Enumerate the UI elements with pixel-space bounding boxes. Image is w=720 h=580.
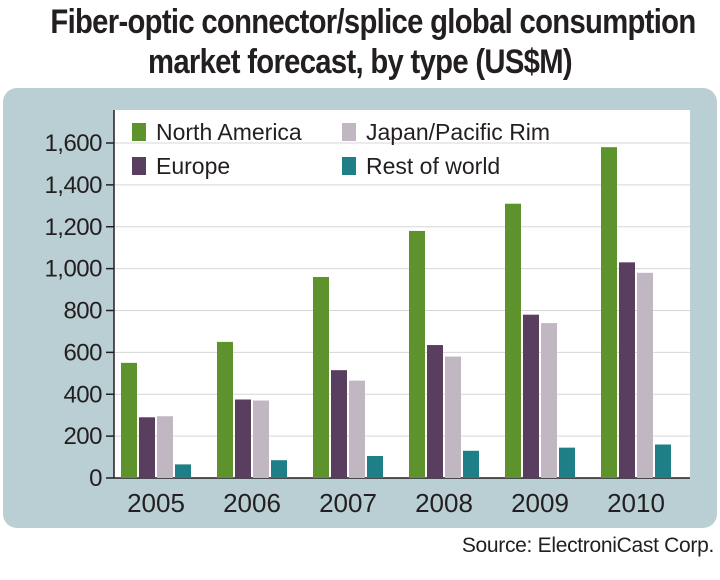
x-tick-label: 2006	[223, 488, 281, 518]
bar-europe-2005	[139, 417, 155, 478]
y-tick-label: 200	[63, 423, 102, 450]
legend-swatch	[342, 123, 356, 141]
bar-europe-2006	[235, 399, 251, 478]
chart-title-line-2: market forecast, by type (US$M)	[148, 43, 573, 81]
plot-area	[114, 110, 690, 478]
y-tick-label: 0	[89, 465, 102, 492]
bar-europe-2008	[427, 345, 443, 478]
x-tick-label: 2005	[127, 488, 185, 518]
legend-label: Europe	[156, 153, 230, 179]
bar-europe-2009	[523, 314, 539, 478]
y-tick-label: 1,000	[44, 256, 102, 283]
legend-swatch	[132, 157, 146, 175]
legend-label: Japan/Pacific Rim	[366, 119, 550, 145]
bar-north-america-2006	[217, 341, 233, 478]
bar-north-america-2009	[505, 203, 521, 478]
chart-title-line-1: Fiber-optic connector/splice global cons…	[50, 3, 696, 41]
x-tick-label: 2007	[319, 488, 377, 518]
bar-rest-of-world-2009	[559, 447, 575, 478]
y-tick-label: 1,600	[44, 130, 102, 157]
y-tick-label: 800	[63, 298, 102, 325]
bar-north-america-2008	[409, 230, 425, 478]
chart-title: Fiber-optic connector/splice global cons…	[50, 2, 696, 82]
y-tick-label: 600	[63, 339, 102, 366]
bar-north-america-2005	[121, 362, 137, 478]
bar-japan-pacific-rim-2009	[541, 323, 557, 478]
bar-europe-2010	[619, 262, 635, 478]
bar-europe-2007	[331, 370, 347, 478]
y-tick-label: 400	[63, 381, 102, 408]
bar-north-america-2007	[313, 277, 329, 478]
bar-rest-of-world-2008	[463, 450, 479, 478]
bar-north-america-2010	[601, 147, 617, 478]
legend-label: Rest of world	[366, 153, 500, 179]
legend-swatch	[132, 123, 146, 141]
y-tick-label: 1,200	[44, 214, 102, 241]
bar-japan-pacific-rim-2007	[349, 380, 365, 478]
bar-japan-pacific-rim-2006	[253, 400, 269, 478]
bar-rest-of-world-2006	[271, 460, 287, 478]
bar-japan-pacific-rim-2008	[445, 356, 461, 478]
x-tick-label: 2008	[415, 488, 473, 518]
bar-rest-of-world-2010	[655, 444, 671, 478]
bar-rest-of-world-2007	[367, 456, 383, 478]
bar-japan-pacific-rim-2005	[157, 416, 173, 478]
source-note: Source: ElectroniCast Corp.	[461, 534, 714, 557]
x-tick-label: 2010	[607, 488, 665, 518]
legend-label: North America	[156, 119, 302, 145]
bar-japan-pacific-rim-2010	[637, 272, 653, 478]
y-tick-label: 1,400	[44, 172, 102, 199]
x-tick-label: 2009	[511, 488, 569, 518]
legend-swatch	[342, 157, 356, 175]
bar-rest-of-world-2005	[175, 464, 191, 478]
